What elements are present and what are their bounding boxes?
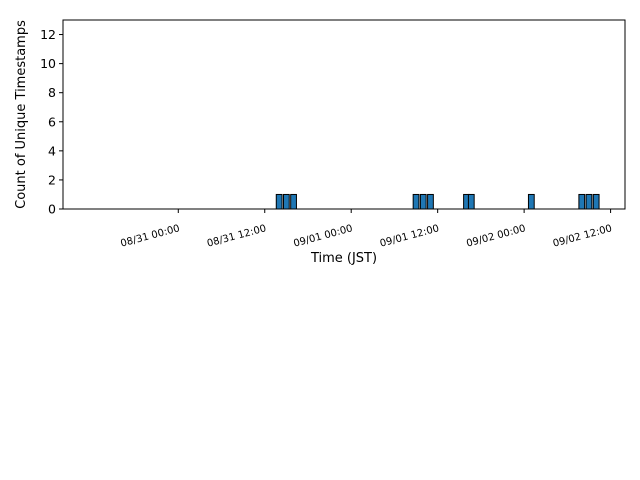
histogram-bar xyxy=(419,193,427,210)
x-tick-label: 09/01 12:00 xyxy=(379,223,441,249)
y-tick-label: 10 xyxy=(40,56,56,71)
y-tick-label: 6 xyxy=(48,114,56,129)
bars-group xyxy=(275,193,600,210)
y-tick-label: 2 xyxy=(48,172,56,187)
y-tick-label: 4 xyxy=(48,143,56,158)
y-tick-label: 8 xyxy=(48,85,56,100)
histogram-bar xyxy=(467,193,475,210)
y-axis-label: Count of Unique Timestamps xyxy=(14,20,29,209)
y-axis: 0 2 4 6 8 10 12 xyxy=(40,27,63,217)
x-axis-label: Time (JST) xyxy=(310,251,377,266)
histogram-bar xyxy=(282,193,290,210)
histogram-bar xyxy=(275,193,283,210)
plot-frame xyxy=(62,19,626,210)
histogram-bar xyxy=(412,193,420,210)
x-tick-label: 08/31 00:00 xyxy=(119,223,181,249)
x-tick-label: 09/02 12:00 xyxy=(552,223,614,249)
histogram-bar xyxy=(427,193,434,210)
histogram-bar xyxy=(527,193,535,210)
histogram-bar xyxy=(585,193,593,210)
histogram-bar xyxy=(290,193,297,210)
x-tick-label: 08/31 12:00 xyxy=(206,223,268,249)
histogram-bar xyxy=(592,193,600,210)
histogram-bar xyxy=(578,193,586,210)
x-tick-label: 09/01 00:00 xyxy=(292,223,354,249)
x-tick-label: 09/02 00:00 xyxy=(465,223,527,249)
y-tick-label: 0 xyxy=(48,202,56,217)
y-tick-label: 12 xyxy=(40,27,56,42)
x-axis: 08/31 00:00 08/31 12:00 09/01 00:00 09/01 1… xyxy=(119,209,613,250)
